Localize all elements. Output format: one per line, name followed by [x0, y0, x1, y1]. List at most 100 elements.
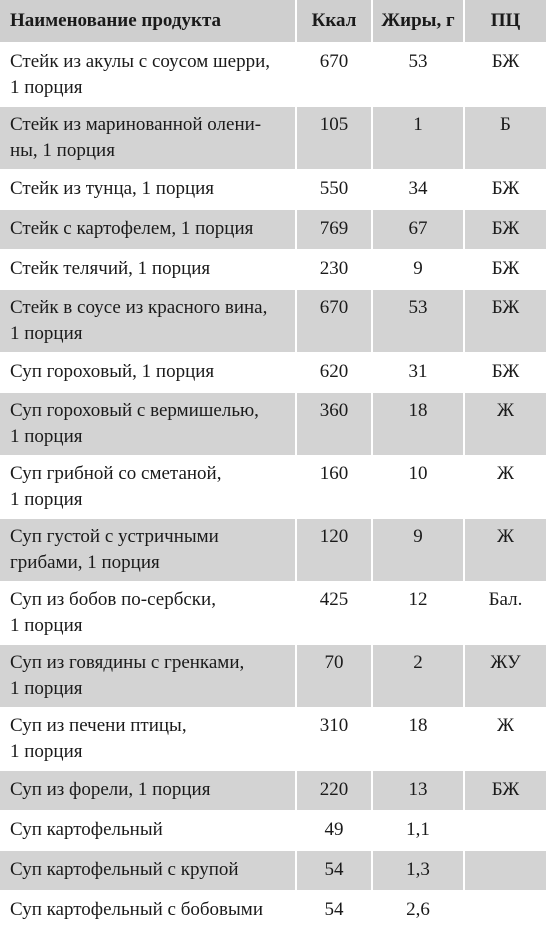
product-name-line1: Стейк телячий, 1 порция [10, 258, 211, 279]
fat-cell: 2 [372, 644, 465, 708]
product-name-line2: 1 порция [10, 426, 83, 447]
table-row: Стейк из маринованной олени- ны, 1 порци… [0, 106, 546, 170]
kcal-cell: 360 [296, 392, 373, 456]
pc-cell: Бал. [464, 581, 546, 645]
product-name-cell: Суп из форели, 1 порция [0, 770, 297, 811]
product-name-cell: Суп густой с устричными грибами, 1 порци… [0, 518, 297, 582]
product-name-cell: Суп гороховый с вермишелью, 1 порция [0, 392, 297, 456]
fat-cell: 9 [372, 249, 465, 290]
product-name-line2: 1 порция [10, 489, 83, 510]
product-name-line1: Суп из бобов по-сербски, [10, 589, 216, 610]
product-name-cell: Стейк из тунца, 1 порция [0, 169, 297, 210]
product-name-cell: Суп из бобов по-сербски, 1 порция [0, 581, 297, 645]
product-name-line1: Суп густой с устричными [10, 526, 219, 547]
pc-cell: Ж [464, 455, 546, 519]
product-name-line1: Суп из форели, 1 порция [10, 779, 211, 800]
table-row: Суп гороховый, 1 порция 620 31 БЖ [0, 352, 546, 393]
product-name-line1: Стейк в соусе из красного вина, [10, 297, 268, 318]
pc-cell: ЖУ [464, 644, 546, 708]
pc-cell: БЖ [464, 289, 546, 353]
table-header: Наименование продукта Ккал Жиры, г ПЦ [0, 0, 546, 44]
product-name-cell: Суп картофельный с бобовыми [0, 890, 297, 931]
fat-cell: 1 [372, 106, 465, 170]
kcal-cell: 49 [296, 810, 373, 851]
table-row: Стейк с картофелем, 1 порция 769 67 БЖ [0, 209, 546, 250]
product-name-line1: Стейк из тунца, 1 порция [10, 178, 215, 199]
product-name-cell: Суп картофельный [0, 810, 297, 851]
product-name-line2: 1 порция [10, 77, 83, 98]
kcal-cell: 670 [296, 289, 373, 353]
kcal-cell: 160 [296, 455, 373, 519]
table-row: Суп гороховый с вермишелью, 1 порция 360… [0, 392, 546, 456]
pc-cell [464, 850, 546, 891]
product-name-line1: Суп грибной со сметаной, [10, 463, 222, 484]
product-name-cell: Суп из говядины с гренками, 1 порция [0, 644, 297, 708]
table-row: Суп густой с устричными грибами, 1 порци… [0, 518, 546, 582]
kcal-cell: 220 [296, 770, 373, 811]
table-row: Суп из бобов по-сербски, 1 порция 425 12… [0, 581, 546, 645]
pc-cell: Ж [464, 392, 546, 456]
kcal-cell: 310 [296, 707, 373, 771]
fat-cell: 67 [372, 209, 465, 250]
kcal-cell: 70 [296, 644, 373, 708]
pc-cell: Б [464, 106, 546, 170]
table-row: Суп из форели, 1 порция 220 13 БЖ [0, 770, 546, 811]
product-name-line2: ны, 1 порция [10, 140, 115, 161]
pc-cell: Ж [464, 518, 546, 582]
product-name-cell: Стейк с картофелем, 1 порция [0, 209, 297, 250]
pc-cell [464, 810, 546, 851]
table-row: Суп картофельный с бобовыми 54 2,6 [0, 890, 546, 931]
table-row: Суп из говядины с гренками, 1 порция 70 … [0, 644, 546, 708]
kcal-cell: 54 [296, 890, 373, 931]
header-row: Наименование продукта Ккал Жиры, г ПЦ [0, 0, 546, 44]
table-body: Стейк из акулы с соусом шерри, 1 порция … [0, 43, 546, 931]
product-name-cell: Суп грибной со сметаной, 1 порция [0, 455, 297, 519]
fat-cell: 1,3 [372, 850, 465, 891]
product-name-cell: Суп гороховый, 1 порция [0, 352, 297, 393]
kcal-cell: 120 [296, 518, 373, 582]
product-name-line1: Суп картофельный [10, 819, 163, 840]
product-name-line1: Суп картофельный с бобовыми [10, 899, 263, 920]
kcal-cell: 230 [296, 249, 373, 290]
table-row: Суп грибной со сметаной, 1 порция 160 10… [0, 455, 546, 519]
product-name-cell: Суп картофельный с крупой [0, 850, 297, 891]
product-name-line1: Суп гороховый, 1 порция [10, 361, 215, 382]
kcal-cell: 105 [296, 106, 373, 170]
product-name-cell: Стейк в соусе из красного вина, 1 порция [0, 289, 297, 353]
fat-cell: 18 [372, 707, 465, 771]
product-name-line1: Суп из говядины с гренками, [10, 652, 245, 673]
fat-cell: 1,1 [372, 810, 465, 851]
product-name-line2: 1 порция [10, 741, 83, 762]
product-name-line1: Стейк из маринованной олени- [10, 114, 262, 135]
fat-cell: 31 [372, 352, 465, 393]
column-header-name: Наименование продукта [0, 0, 297, 44]
table-row: Стейк телячий, 1 порция 230 9 БЖ [0, 249, 546, 290]
kcal-cell: 769 [296, 209, 373, 250]
fat-cell: 53 [372, 43, 465, 107]
table-row: Стейк из тунца, 1 порция 550 34 БЖ [0, 169, 546, 210]
table-row: Суп из печени птицы, 1 порция 310 18 Ж [0, 707, 546, 771]
fat-cell: 12 [372, 581, 465, 645]
product-name-cell: Суп из печени птицы, 1 порция [0, 707, 297, 771]
column-header-fat: Жиры, г [372, 0, 465, 44]
product-name-line1: Суп картофельный с крупой [10, 859, 239, 880]
fat-cell: 34 [372, 169, 465, 210]
column-header-kcal: Ккал [296, 0, 373, 44]
table-row: Суп картофельный с крупой 54 1,3 [0, 850, 546, 891]
pc-cell: БЖ [464, 169, 546, 210]
kcal-cell: 425 [296, 581, 373, 645]
column-header-pc: ПЦ [464, 0, 546, 44]
fat-cell: 13 [372, 770, 465, 811]
product-name-line2: грибами, 1 порция [10, 552, 160, 573]
table-row: Стейк из акулы с соусом шерри, 1 порция … [0, 43, 546, 107]
fat-cell: 10 [372, 455, 465, 519]
pc-cell: БЖ [464, 43, 546, 107]
fat-cell: 18 [372, 392, 465, 456]
pc-cell: БЖ [464, 352, 546, 393]
pc-cell: БЖ [464, 770, 546, 811]
kcal-cell: 54 [296, 850, 373, 891]
product-name-line1: Стейк с картофелем, 1 порция [10, 218, 254, 239]
product-name-cell: Стейк из акулы с соусом шерри, 1 порция [0, 43, 297, 107]
product-name-line2: 1 порция [10, 323, 83, 344]
